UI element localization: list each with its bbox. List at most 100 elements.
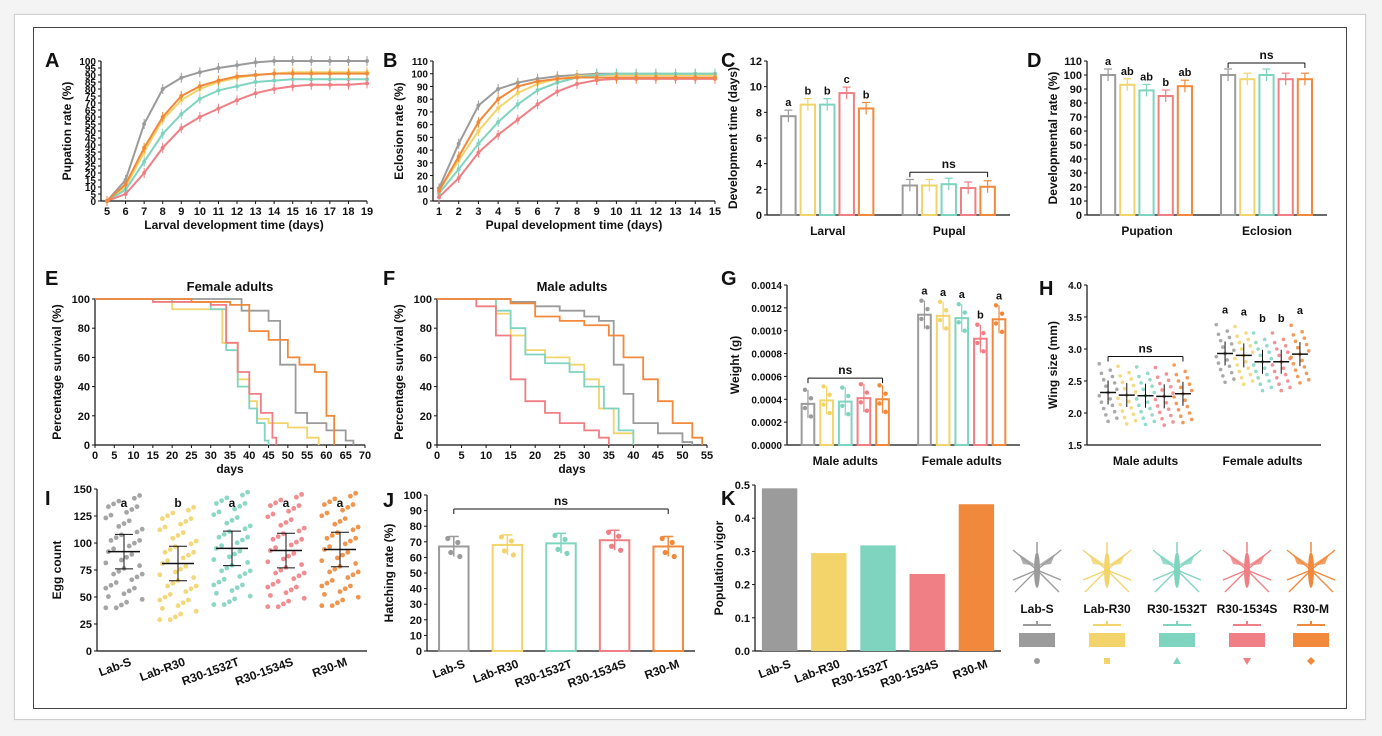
data-point [1120, 409, 1125, 413]
data-point [103, 515, 109, 521]
data-point [1300, 329, 1304, 334]
x-tick-label: 25 [185, 450, 197, 462]
x-tick-label: 15 [287, 206, 299, 218]
data-point [919, 316, 924, 322]
data-point [294, 494, 299, 500]
data-point [555, 546, 561, 552]
y-tick-label: 90 [85, 71, 97, 82]
data-point [1185, 376, 1190, 380]
data-point [1115, 387, 1119, 392]
data-point [299, 536, 304, 542]
data-point [1172, 363, 1176, 367]
data-point [1250, 379, 1255, 383]
x-axis-label: days [216, 462, 244, 476]
data-point [137, 538, 142, 543]
y-tick-label: 25 [80, 619, 92, 631]
data-point [132, 540, 137, 546]
category-label: Larval [810, 224, 845, 238]
y-tick-label: 2 [756, 184, 762, 196]
data-point [1101, 406, 1106, 411]
data-point [552, 532, 558, 538]
data-point [139, 596, 145, 602]
data-point [1150, 413, 1154, 417]
mosquito-wing [1229, 554, 1247, 566]
data-point [1248, 344, 1253, 348]
data-point [1112, 409, 1117, 414]
mosquito-leg [1012, 549, 1038, 571]
data-point [291, 576, 297, 582]
data-point [1218, 367, 1223, 372]
mosquito-wing [1037, 554, 1055, 566]
data-point [925, 325, 930, 330]
data-point [448, 549, 454, 556]
data-point [162, 524, 168, 530]
data-point [455, 539, 461, 546]
data-point [273, 545, 278, 551]
data-point [165, 583, 171, 589]
data-point [186, 507, 191, 513]
data-point [324, 580, 330, 586]
data-point [211, 512, 217, 518]
panel-D: 0 10 20 30 40 50 60 70 80 90 100 110 Developmental r… [1046, 48, 1327, 238]
x-tick-label: 55 [301, 450, 313, 462]
data-point [1250, 350, 1255, 355]
y-tick-label: 100 [404, 490, 422, 502]
data-point [1279, 388, 1284, 393]
data-point [562, 536, 568, 542]
x-tick-label: 10 [610, 206, 622, 218]
x-tick-label: 5 [458, 450, 464, 462]
y-axis-label: Weight (g) [728, 336, 742, 394]
significance-letter: a [940, 287, 947, 299]
data-point [808, 414, 814, 419]
data-point [319, 513, 325, 519]
x-tick-label: 8 [574, 206, 580, 218]
significance-letter: b [174, 496, 181, 510]
y-tick-label: 70 [1070, 112, 1082, 124]
y-tick-label: 90 [410, 506, 422, 518]
x-tick-label: 65 [340, 450, 352, 462]
y-tick-label: 4.0 [1068, 281, 1082, 292]
mosquito-leg [1012, 569, 1038, 581]
data-point [1262, 366, 1267, 371]
data-point [1166, 407, 1171, 411]
data-point [291, 550, 297, 556]
mosquito-leg [1082, 569, 1108, 581]
data-point [1229, 342, 1234, 346]
y-tick-label: 40 [420, 382, 432, 394]
data-point [324, 510, 330, 516]
data-point [457, 553, 463, 560]
data-point [1272, 340, 1277, 345]
y-tick-label: 70 [417, 108, 429, 119]
data-point [322, 592, 327, 597]
x-tick-label: 50 [676, 450, 688, 462]
figure-frame: A 0 5 10 15 20 25 30 35 40 45 50 55 60 65 70 75 80 85 90 95 1… [14, 14, 1366, 720]
data-point [134, 574, 140, 580]
data-point [240, 537, 245, 543]
data-point [1258, 353, 1263, 358]
data-point [1237, 340, 1242, 345]
x-tick-label: 6 [123, 206, 129, 218]
x-tick-label: 5 [515, 206, 521, 218]
data-point [183, 589, 189, 594]
data-point [1183, 398, 1187, 403]
data-point [119, 602, 124, 608]
data-point [193, 538, 199, 544]
data-point [1134, 365, 1139, 369]
y-tick-label: 20 [410, 615, 422, 627]
data-point [268, 593, 273, 598]
data-point [227, 599, 232, 605]
data-point [265, 604, 271, 610]
x-tick-label: 15 [147, 450, 159, 462]
significance-letter: a [1297, 305, 1304, 317]
data-point [322, 502, 327, 507]
x-tick-label: 18 [342, 206, 354, 218]
data-point [1129, 406, 1133, 410]
mosquito-leg [1082, 549, 1108, 571]
data-point [1267, 379, 1271, 383]
data-point [301, 570, 307, 576]
data-point [1232, 348, 1236, 353]
y-tick-label: 0.0010 [751, 327, 782, 338]
data-point [247, 593, 253, 599]
data-point [329, 533, 335, 538]
